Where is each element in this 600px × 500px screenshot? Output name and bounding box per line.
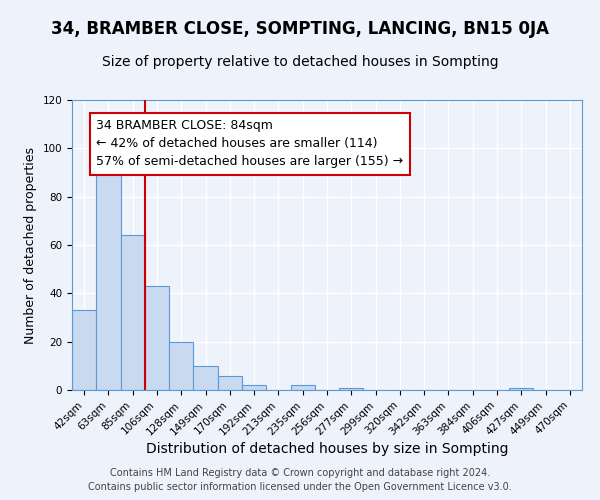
Bar <box>72 310 96 390</box>
Text: 34, BRAMBER CLOSE, SOMPTING, LANCING, BN15 0JA: 34, BRAMBER CLOSE, SOMPTING, LANCING, BN… <box>51 20 549 38</box>
X-axis label: Distribution of detached houses by size in Sompting: Distribution of detached houses by size … <box>146 442 508 456</box>
Text: Contains HM Land Registry data © Crown copyright and database right 2024.: Contains HM Land Registry data © Crown c… <box>110 468 490 477</box>
Bar <box>339 388 364 390</box>
Y-axis label: Number of detached properties: Number of detached properties <box>24 146 37 344</box>
Bar <box>218 376 242 390</box>
Bar <box>169 342 193 390</box>
Text: Size of property relative to detached houses in Sompting: Size of property relative to detached ho… <box>101 55 499 69</box>
Bar <box>193 366 218 390</box>
Bar <box>145 286 169 390</box>
Bar <box>509 388 533 390</box>
Text: 34 BRAMBER CLOSE: 84sqm
← 42% of detached houses are smaller (114)
57% of semi-d: 34 BRAMBER CLOSE: 84sqm ← 42% of detache… <box>96 120 403 168</box>
Bar <box>96 172 121 390</box>
Bar <box>242 385 266 390</box>
Text: Contains public sector information licensed under the Open Government Licence v3: Contains public sector information licen… <box>88 482 512 492</box>
Bar <box>121 236 145 390</box>
Bar <box>290 385 315 390</box>
